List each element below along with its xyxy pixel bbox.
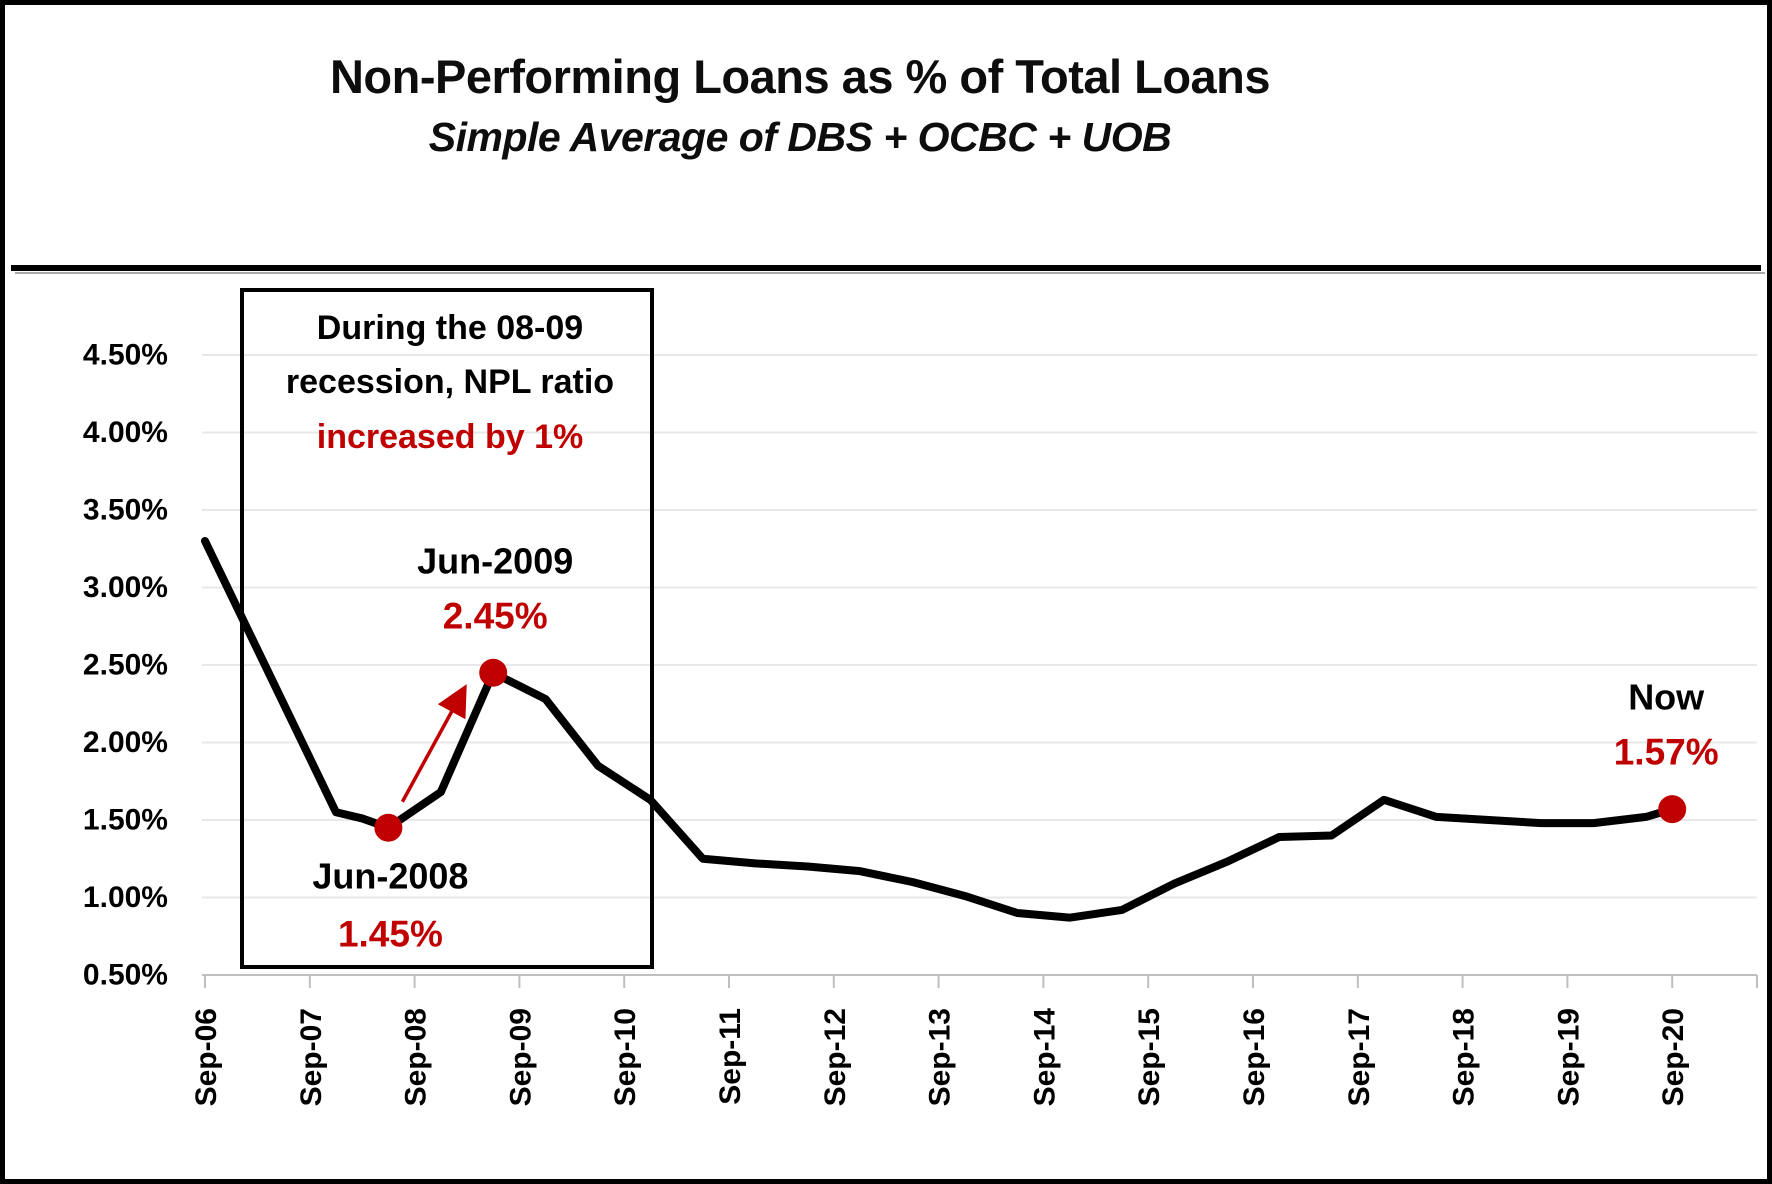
y-axis-tick-label: 1.00% bbox=[83, 881, 168, 914]
y-axis-tick-label: 3.50% bbox=[83, 494, 168, 527]
x-axis-tick-label: Sep-13 bbox=[924, 1008, 957, 1106]
title-divider-shadow bbox=[15, 272, 1765, 274]
y-axis-tick-label: 4.50% bbox=[83, 339, 168, 372]
y-axis-tick-label: 2.50% bbox=[83, 649, 168, 682]
y-axis-tick-label: 1.50% bbox=[83, 804, 168, 837]
title-divider bbox=[11, 265, 1761, 271]
marker-dot-jun-08 bbox=[374, 813, 403, 842]
recession-note-line-3: increased by 1% bbox=[317, 418, 583, 456]
x-axis-tick-label: Sep-10 bbox=[609, 1008, 642, 1106]
recession-annotation-box bbox=[240, 288, 654, 969]
x-axis-tick-label: Sep-14 bbox=[1028, 1008, 1061, 1107]
point-label-title-jun-09: Jun-2009 bbox=[417, 540, 573, 581]
npl-line-chart: During the 08-09 recession, NPL ratio incr… bbox=[83, 288, 1758, 1107]
y-axis-tick-label: 4.00% bbox=[83, 416, 168, 449]
point-label-title-sep-20: Now bbox=[1628, 677, 1705, 718]
chart-header: Non-Performing Loans as % of Total Loans… bbox=[5, 49, 1595, 161]
y-axis-tick-label: 0.50% bbox=[83, 959, 168, 992]
point-label-value-jun-08: 1.45% bbox=[338, 913, 443, 954]
x-axis-tick-label: Sep-09 bbox=[504, 1008, 537, 1106]
chart-subtitle: Simple Average of DBS + OCBC + UOB bbox=[428, 114, 1172, 160]
x-axis-tick-label: Sep-07 bbox=[295, 1008, 328, 1106]
recession-note-line-2: recession, NPL ratio bbox=[286, 363, 614, 401]
x-axis-tick-label: Sep-11 bbox=[714, 1008, 747, 1105]
y-axis-tick-label: 2.00% bbox=[83, 726, 168, 759]
x-axis-tick-label: Sep-16 bbox=[1238, 1008, 1271, 1106]
marker-dot-jun-09 bbox=[479, 658, 508, 687]
point-label-title-jun-08: Jun-2008 bbox=[312, 855, 468, 896]
x-axis-tick-label: Sep-20 bbox=[1657, 1008, 1690, 1106]
x-axis-tick-label: Sep-19 bbox=[1552, 1008, 1585, 1106]
marker-dot-sep-20 bbox=[1658, 795, 1687, 824]
increase-arrow bbox=[400, 684, 467, 803]
x-axis-tick-label: Sep-18 bbox=[1448, 1008, 1481, 1106]
x-axis-tick-label: Sep-15 bbox=[1133, 1008, 1166, 1106]
point-label-value-sep-20: 1.57% bbox=[1614, 732, 1719, 773]
point-label-value-jun-09: 2.45% bbox=[443, 595, 548, 636]
x-axis-tick-label: Sep-08 bbox=[400, 1008, 433, 1106]
chart-title: Non-Performing Loans as % of Total Loans bbox=[329, 50, 1271, 103]
x-axis-tick-label: Sep-17 bbox=[1343, 1008, 1376, 1106]
x-axis-tick-label: Sep-12 bbox=[819, 1008, 852, 1106]
y-axis-tick-label: 3.00% bbox=[83, 571, 168, 604]
x-axis-tick-label: Sep-06 bbox=[190, 1008, 223, 1106]
recession-note-line-1: During the 08-09 bbox=[317, 309, 583, 347]
